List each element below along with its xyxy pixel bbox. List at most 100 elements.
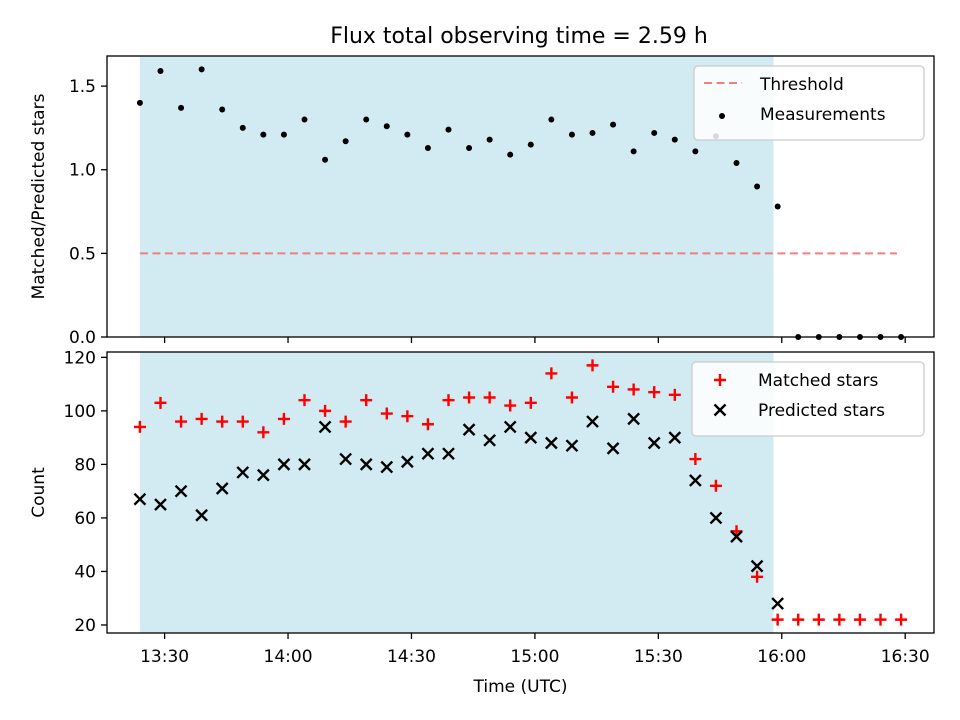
x-axis-label: Time (UTC) (473, 677, 568, 697)
matched-stars-point (339, 415, 352, 428)
matched-stars-point (771, 613, 784, 626)
matched-stars-point (360, 394, 373, 407)
measurements-point (507, 151, 514, 158)
predicted-stars-point (462, 423, 476, 436)
y-tick-label: 80 (74, 455, 96, 475)
matched-stars-point (175, 415, 188, 428)
measurements-point (630, 148, 637, 155)
predicted-stars-point (647, 436, 661, 450)
x-tick-label: 15:00 (510, 647, 559, 667)
y-tick-label: 0.5 (69, 244, 96, 264)
predicted-stars-point (318, 420, 332, 434)
y-tick-label: 0.0 (69, 328, 96, 348)
matched-stars-point (689, 453, 702, 466)
measurements-point (322, 156, 329, 163)
predicted-stars-point (421, 447, 435, 461)
predicted-stars-point (606, 441, 620, 455)
predicted-stars-point (771, 597, 785, 610)
matched-stars-point (195, 412, 208, 425)
predicted-stars-point (689, 474, 702, 487)
matched-stars-point (133, 420, 146, 433)
measurements-point (486, 136, 493, 143)
measurements-point (589, 129, 596, 136)
predicted-stars-point (236, 466, 250, 479)
matched-stars-point (504, 399, 517, 412)
matched-stars-point (319, 404, 332, 417)
measurements-point (651, 129, 658, 136)
matched-stars-point (812, 613, 825, 626)
axes-frame (106, 351, 935, 634)
observing-interval-shade (139, 56, 774, 337)
x-tick-label: 16:00 (757, 647, 806, 667)
y-tick-label: 40 (74, 562, 96, 582)
measurements-point (260, 131, 267, 138)
legend: Threshold Measurements (693, 65, 925, 141)
measurements-point (774, 203, 781, 210)
matched-stars-point (236, 415, 249, 428)
measurements-point (342, 138, 349, 145)
y-tick-label: 120 (64, 348, 96, 368)
x-tick-label: 15:30 (634, 647, 683, 667)
bottom-panel: 20 40 60 80 100 120 13:30 14:00 14:30 15:00 15:30 1… (29, 348, 935, 697)
predicted-stars-point (195, 508, 208, 522)
observing-interval-shade (139, 352, 774, 633)
matched-stars-point (298, 394, 311, 407)
axes-frame (106, 55, 935, 338)
matched-stars-point (874, 613, 887, 626)
x-tick-label: 14:00 (264, 647, 313, 667)
matched-stars-point (709, 479, 722, 492)
legend-label: Threshold (759, 75, 844, 95)
matched-stars-point (524, 396, 537, 409)
y-axis-label: Count (29, 467, 49, 518)
x-tick-label: 13:30 (140, 647, 189, 667)
matched-stars-point (668, 388, 681, 401)
predicted-stars-point (750, 559, 764, 573)
measurements-point (733, 160, 740, 167)
legend-measurements-swatch (719, 113, 725, 119)
matched-stars-point (607, 380, 620, 393)
matched-stars-point (483, 391, 496, 404)
measurements-point (754, 183, 761, 190)
legend-matched-swatch (714, 374, 726, 386)
y-tick-label: 20 (74, 616, 96, 636)
measurements-point (610, 121, 617, 128)
y-tick-label: 60 (74, 509, 96, 529)
predicted-stars-point (586, 415, 599, 428)
measurements-point (301, 116, 308, 123)
predicted-stars-point (503, 420, 517, 434)
predicted-stars-point (545, 436, 558, 450)
matched-stars-point (648, 386, 661, 399)
legend: Matched stars Predicted stars (691, 361, 925, 437)
predicted-stars-point (401, 455, 414, 469)
predicted-stars-point (256, 468, 270, 482)
predicted-stars-point (133, 492, 147, 506)
legend-predicted-swatch (713, 403, 727, 417)
predicted-stars-point (442, 447, 455, 461)
predicted-stars-point (668, 431, 682, 444)
predicted-stars-point (627, 412, 640, 426)
legend-label: Matched stars (758, 371, 878, 391)
measurements-point (671, 136, 678, 143)
measurements-point (692, 148, 699, 155)
predicted-stars-point (730, 530, 743, 544)
matched-stars-point (216, 415, 229, 428)
measurements-point (445, 126, 452, 133)
legend-box (691, 361, 925, 437)
top-panel: 0.0 0.5 1.0 1.5 Matched/Predicted stars Thres… (29, 55, 935, 348)
matched-stars-point (463, 391, 476, 404)
matched-stars-point (401, 410, 414, 423)
predicted-stars-point (154, 498, 167, 511)
measurements-point (280, 131, 287, 138)
matched-stars-point (380, 407, 393, 420)
matched-stars-point (421, 418, 434, 431)
measurements-point (404, 131, 411, 138)
measurements-point (136, 99, 143, 106)
matched-stars-point (154, 396, 167, 409)
matched-stars-point (586, 359, 599, 372)
measurements-point (239, 124, 246, 131)
predicted-stars-point (565, 439, 579, 453)
predicted-stars-point (709, 511, 723, 525)
predicted-stars-point (483, 433, 496, 447)
matched-stars-point (833, 613, 846, 626)
